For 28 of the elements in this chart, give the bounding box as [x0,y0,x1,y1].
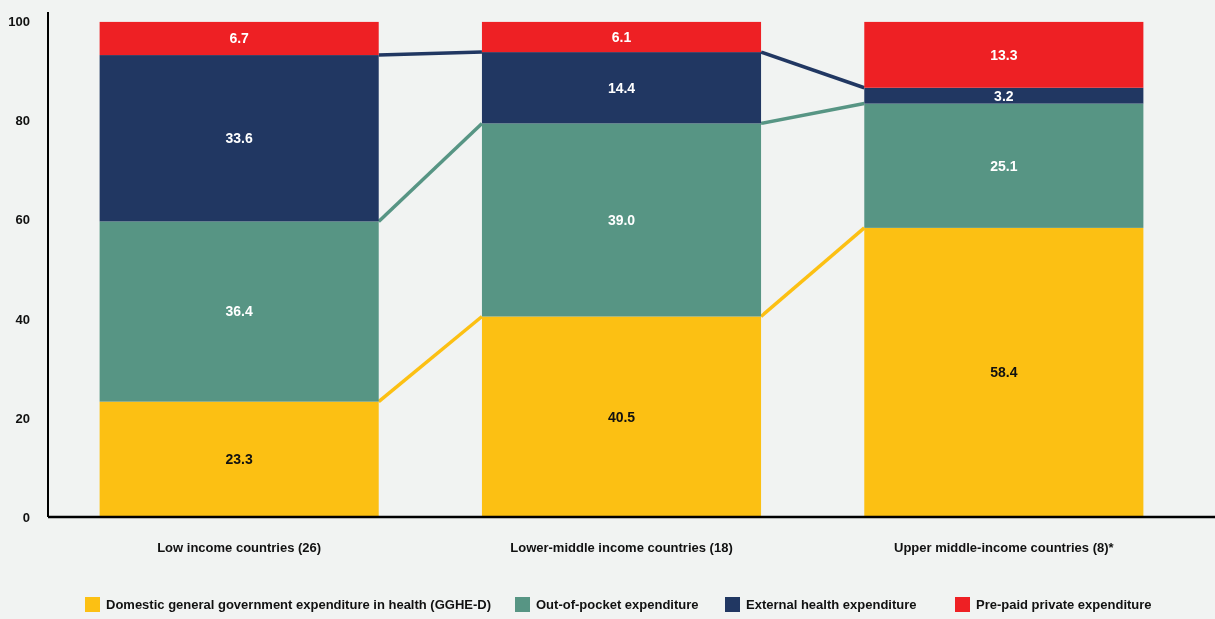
y-tick-label: 60 [15,212,30,228]
bar [99,21,379,56]
bar [481,21,762,53]
y-tick-label: 100 [8,14,30,30]
text: 13.3 [990,46,1018,63]
text: 3.2 [994,87,1014,104]
text: 40.5 [607,408,636,425]
text: 6.1 [611,28,632,45]
text: 39.0 [607,211,636,228]
y-tick-label: 40 [15,311,30,327]
y-tick-label: 20 [15,410,30,426]
x-tick-label: Upper middle-income countries (8)* [894,540,1115,555]
y-tick-label: 0 [22,509,30,525]
text: 6.7 [229,30,249,47]
x-tick-label: Lower-middle income countries (18) [510,540,733,555]
x-tick-label: Low income countries (26) [157,540,322,555]
y-tick-label: 80 [15,113,30,129]
text: 23.3 [225,451,253,468]
bar [864,21,1144,88]
legend-label: Domestic general government expenditure in health (GGHE-D) [106,597,492,612]
text: 33.6 [225,130,253,147]
legend-label: External health expenditure [746,597,917,612]
legend-label: Pre-paid private expenditure [976,597,1152,612]
legend-label: Out-of-pocket expenditure [536,597,699,612]
text: 58.4 [990,364,1018,381]
text: 25.1 [990,157,1018,174]
text: 14.4 [607,79,636,96]
text: 36.4 [225,303,253,320]
